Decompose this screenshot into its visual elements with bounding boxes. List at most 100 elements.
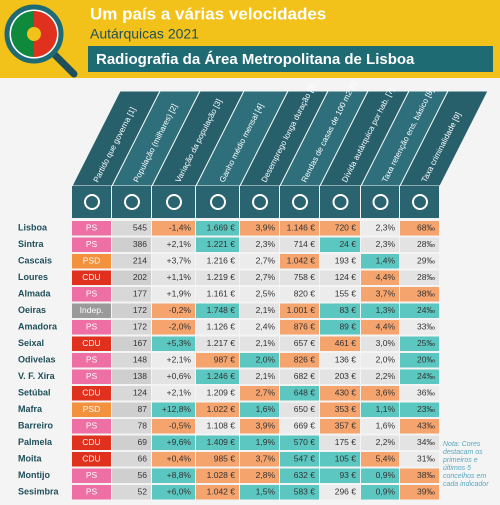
cell: -0,2% — [169, 305, 192, 315]
cell-bg — [196, 435, 239, 450]
cell-bg — [196, 402, 239, 417]
cell-bg — [240, 386, 279, 401]
cell: CDU — [82, 272, 100, 282]
cell-bg — [280, 221, 319, 236]
cell: 545 — [133, 223, 147, 233]
cell-bg — [112, 336, 151, 351]
cell: CDU — [82, 437, 100, 447]
cell-bg — [196, 303, 239, 318]
cell: 2,5% — [256, 289, 276, 299]
row-name: Montijo — [18, 470, 50, 480]
cell: PS — [86, 223, 98, 233]
cell: 386 — [133, 239, 147, 249]
cell-bg — [112, 386, 151, 401]
cell-bg — [72, 452, 111, 467]
cell: -0,5% — [169, 421, 192, 431]
cell: 20‰ — [417, 355, 435, 365]
cell: 177 — [133, 289, 147, 299]
cell-bg — [152, 221, 195, 236]
cell-bg — [361, 237, 399, 252]
cell-bg — [361, 485, 399, 500]
cell: PS — [86, 487, 98, 497]
cell-bg — [320, 221, 360, 236]
cell-bg — [112, 402, 151, 417]
row-name: Sintra — [18, 239, 45, 249]
cell-bg — [112, 468, 151, 483]
cell-bg — [361, 320, 399, 335]
cell: 2,7% — [256, 388, 276, 398]
cell: 66 — [138, 454, 148, 464]
cell: 136 € — [335, 355, 357, 365]
cell: 1.161 € — [207, 289, 236, 299]
cell-bg — [240, 254, 279, 269]
cell-bg — [240, 287, 279, 302]
cell: 1.221 € — [207, 239, 236, 249]
cell: 0,9% — [376, 487, 396, 497]
cell-bg — [240, 468, 279, 483]
row-name: Cascais — [18, 256, 52, 266]
cell-bg — [240, 303, 279, 318]
cell-bg — [280, 287, 319, 302]
cell-bg — [320, 419, 360, 434]
cell: 1.001 € — [287, 305, 316, 315]
cell: 2,2% — [376, 437, 396, 447]
cell: +0,4% — [167, 454, 192, 464]
cell: 68‰ — [417, 223, 435, 233]
cell-bg — [72, 419, 111, 434]
cell-bg — [152, 452, 195, 467]
cell: 657 € — [294, 338, 316, 348]
cell: 2,8% — [256, 470, 276, 480]
cell: PS — [86, 371, 98, 381]
cell: Indep. — [80, 305, 104, 315]
cell: 648 € — [294, 388, 316, 398]
cell-bg — [152, 468, 195, 483]
cell-bg — [400, 386, 439, 401]
cell: 31‰ — [417, 454, 435, 464]
cell: 203 € — [335, 371, 357, 381]
cell: +3,7% — [167, 256, 192, 266]
cell: 2,1% — [256, 338, 276, 348]
cell-bg — [400, 402, 439, 417]
cell-bg — [320, 402, 360, 417]
cell: 29‰ — [417, 256, 435, 266]
cell-bg — [196, 221, 239, 236]
cell-bg — [361, 221, 399, 236]
cell-bg — [400, 435, 439, 450]
cell: 24‰ — [417, 371, 435, 381]
cell-bg — [152, 336, 195, 351]
cell-bg — [196, 353, 239, 368]
cell-bg — [240, 353, 279, 368]
cell-bg — [112, 320, 151, 335]
cell: CDU — [82, 454, 100, 464]
cell: 3,0% — [376, 338, 396, 348]
cell-bg — [280, 303, 319, 318]
cell-bg — [112, 435, 151, 450]
cell-bg — [112, 303, 151, 318]
row-name: Loures — [18, 272, 48, 282]
cell: 83 € — [339, 305, 356, 315]
cell-bg — [320, 353, 360, 368]
cell-bg — [361, 468, 399, 483]
cell-bg — [72, 353, 111, 368]
cell-bg — [72, 468, 111, 483]
cell: 826 € — [294, 355, 316, 365]
cell-bg — [280, 336, 319, 351]
cell: 1.042 € — [287, 256, 316, 266]
cell-bg — [196, 287, 239, 302]
cell: 4,4% — [376, 272, 396, 282]
cell-bg — [72, 270, 111, 285]
cell: 4,4% — [376, 322, 396, 332]
cell-bg — [280, 237, 319, 252]
cell: 2,1% — [256, 371, 276, 381]
cell: 632 € — [294, 470, 316, 480]
cell-bg — [361, 386, 399, 401]
cell-bg — [320, 270, 360, 285]
cell: +6,0% — [167, 487, 192, 497]
cell-bg — [152, 386, 195, 401]
cell: 1.216 € — [207, 256, 236, 266]
icon-cell — [112, 186, 151, 218]
cell-bg — [240, 237, 279, 252]
cell: 1.022 € — [207, 404, 236, 414]
table: Partido que governa [1]População (milhar… — [18, 79, 489, 500]
